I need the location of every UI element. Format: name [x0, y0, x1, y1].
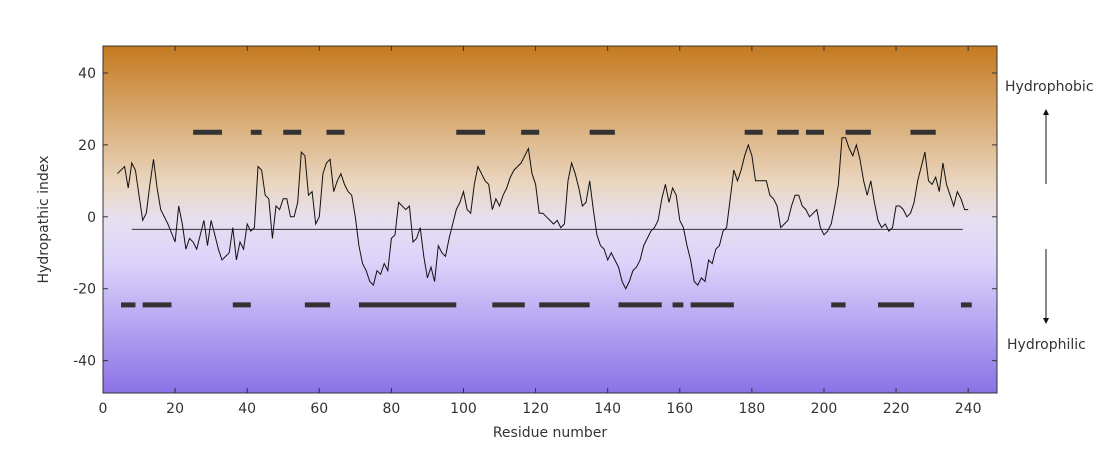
y-tick-label: -20 — [73, 282, 96, 298]
x-tick-label: 240 — [955, 401, 982, 417]
plot-background — [103, 46, 997, 393]
x-tick-label: 0 — [99, 401, 108, 417]
x-tick-label: 80 — [382, 401, 400, 417]
x-axis-title: Residue number — [493, 425, 608, 441]
hydrophilic-label: Hydrophilic — [1007, 337, 1086, 353]
plot-border — [102, 45, 998, 394]
y-tick-label: -40 — [73, 354, 96, 370]
x-tick-label: 40 — [238, 401, 256, 417]
x-tick-label: 160 — [666, 401, 693, 417]
y-tick-label: 40 — [78, 66, 96, 82]
x-tick-label: 140 — [594, 401, 621, 417]
x-tick-label: 120 — [522, 401, 549, 417]
y-tick-label: 20 — [78, 138, 96, 154]
x-tick-label: 180 — [739, 401, 766, 417]
x-tick-label: 20 — [166, 401, 184, 417]
y-axis-title: Hydropathic index — [36, 156, 52, 284]
hydropathy-line — [117, 137, 969, 290]
x-tick-label: 60 — [310, 401, 328, 417]
x-tick-label: 220 — [883, 401, 910, 417]
y-tick-label: 0 — [87, 210, 96, 226]
x-tick-label: 100 — [450, 401, 477, 417]
x-tick-label: 200 — [811, 401, 838, 417]
hydrophobic-label: Hydrophobic — [1005, 79, 1094, 95]
